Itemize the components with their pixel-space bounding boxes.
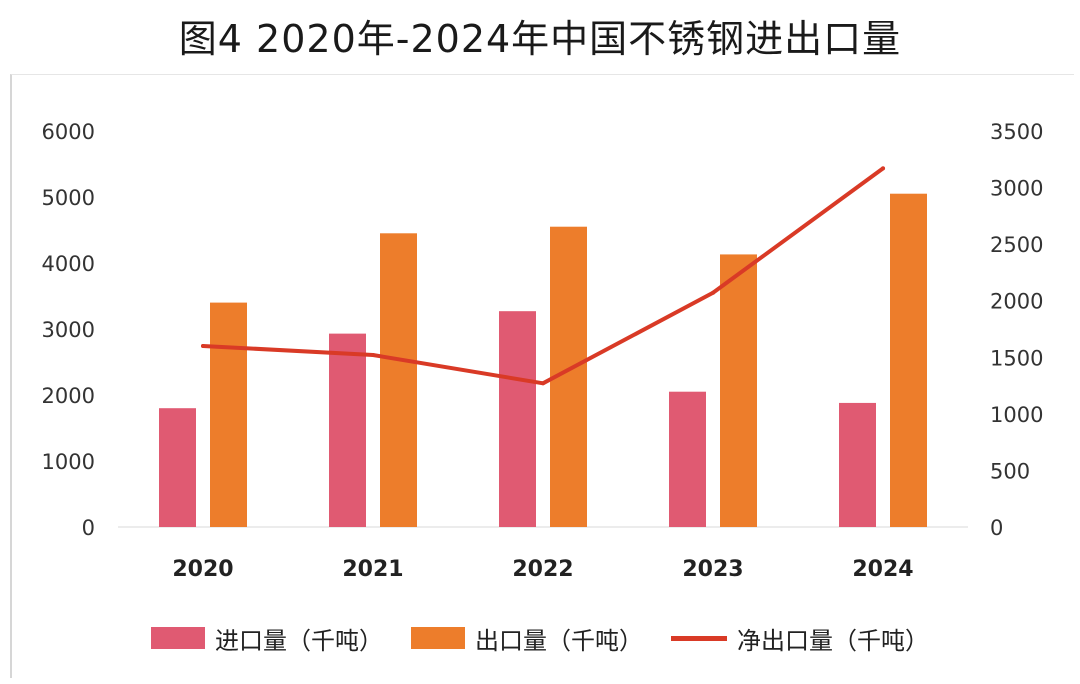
y-right-tick-label: 3500 [990, 120, 1043, 144]
import-bar [329, 333, 366, 527]
legend-label: 进口量（千吨） [215, 626, 383, 655]
y-left-tick-label: 5000 [42, 186, 95, 210]
chart-frame [10, 74, 1074, 678]
y-right-tick-label: 500 [990, 459, 1030, 483]
x-category-label: 2024 [852, 557, 913, 582]
legend-label: 出口量（千吨） [475, 626, 643, 655]
legend-item: 出口量（千吨） [411, 621, 643, 656]
x-category-label: 2021 [342, 557, 403, 582]
y-right-tick-label: 3000 [990, 177, 1043, 201]
chart-legend: 进口量（千吨） 出口量（千吨） 净出口量（千吨） [0, 618, 1080, 658]
net-export-point [371, 353, 375, 358]
export-bar [210, 302, 247, 527]
import-bar [839, 402, 876, 527]
legend-line-swatch [671, 635, 727, 641]
net-export-point [201, 343, 205, 348]
legend-box-swatch [411, 627, 465, 649]
net-export-point [541, 381, 545, 386]
y-right-tick-label: 1500 [990, 346, 1043, 370]
legend-item: 净出口量（千吨） [671, 621, 929, 656]
y-right-tick-label: 1000 [990, 403, 1043, 427]
legend-label: 净出口量（千吨） [737, 626, 929, 655]
net-export-point [711, 290, 715, 295]
import-bar [499, 311, 536, 527]
export-bar [890, 193, 927, 527]
y-right-tick-label: 2500 [990, 233, 1043, 257]
import-bar [159, 408, 196, 527]
chart-title: 图4 2020年-2024年中国不锈钢进出口量 [178, 17, 902, 61]
legend-item: 进口量（千吨） [151, 621, 383, 656]
y-left-tick-label: 2000 [42, 384, 95, 408]
chart-plot: 0 1000 2000 3000 4000 5000 6000 0 500 1000 1500 200… [42, 120, 1044, 582]
export-bar [380, 233, 417, 528]
export-bar [720, 254, 757, 528]
x-category-label: 2020 [172, 557, 233, 582]
y-left-tick-label: 1000 [42, 450, 95, 474]
x-category-label: 2022 [512, 557, 573, 582]
import-bar [669, 391, 706, 527]
y-left-tick-label: 3000 [42, 318, 95, 342]
y-right-tick-label: 0 [990, 516, 1003, 540]
legend-box-swatch [151, 627, 205, 649]
y-right-tick-label: 2000 [990, 290, 1043, 314]
x-category-label: 2023 [682, 557, 743, 582]
y-left-tick-label: 6000 [42, 120, 95, 144]
y-left-tick-label: 0 [82, 516, 95, 540]
net-export-point [881, 166, 885, 171]
y-left-tick-label: 4000 [42, 252, 95, 276]
net-export-line [201, 166, 885, 386]
